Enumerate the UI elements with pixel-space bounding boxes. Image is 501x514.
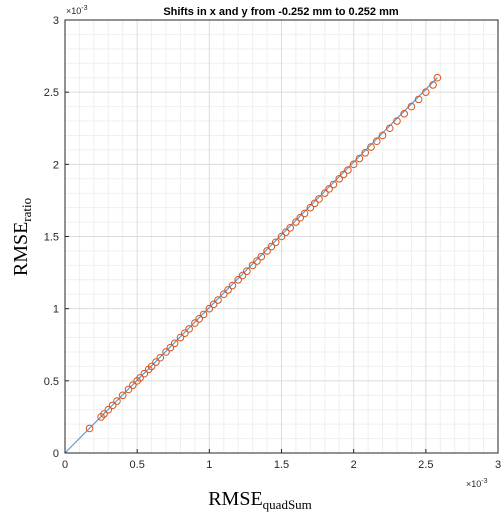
data-point [136, 374, 144, 382]
data-point [147, 362, 156, 371]
data-point [104, 405, 113, 414]
x-tick-label: 2.5 [418, 459, 433, 471]
x-tick-label: 3 [495, 459, 501, 471]
data-point [282, 228, 290, 236]
data-point [422, 88, 430, 96]
data-point [292, 218, 300, 226]
data-point [129, 381, 137, 389]
x-tick-label: 0 [62, 459, 68, 471]
data-point [209, 300, 218, 309]
data-point [263, 247, 271, 255]
x-tick-label: 1.5 [274, 459, 289, 471]
data-point [191, 319, 199, 327]
reference-line [64, 77, 438, 454]
y-exponent-label: ×10-3 [66, 5, 88, 16]
data-point [372, 137, 381, 146]
data-point [329, 180, 338, 189]
data-point [166, 343, 175, 352]
data-point [243, 267, 251, 275]
data-point [180, 329, 189, 338]
data-point [108, 401, 117, 410]
x-tick-label: 2 [351, 459, 357, 471]
y-tick-label: 1.5 [44, 232, 59, 244]
data-point [339, 170, 348, 179]
data-point [271, 238, 280, 247]
y-axis-ticks: 0 0.5 1 1.5 2 2.5 3 [44, 15, 69, 460]
x-exponent-label: ×10-3 [466, 478, 488, 489]
data-point [195, 314, 204, 323]
chart-title: Shifts in x and y from -0.252 mm to 0.25… [163, 6, 399, 18]
data-point [152, 358, 160, 366]
data-point [176, 333, 185, 342]
x-axis-ticks: 0 0.5 1 1.5 2 2.5 3 [62, 449, 501, 471]
data-point [140, 369, 149, 378]
data-point [124, 385, 133, 394]
data-point [219, 290, 228, 299]
data-point [349, 160, 358, 169]
y-tick-label: 3 [53, 15, 59, 27]
data-point [414, 95, 423, 104]
data-point [385, 124, 394, 133]
y-tick-label: 1 [53, 304, 59, 316]
data-point [214, 296, 222, 304]
data-point [306, 203, 315, 212]
data-point [355, 154, 364, 163]
data-point [429, 81, 437, 89]
major-grid [64, 19, 499, 454]
x-tick-label: 1 [206, 459, 212, 471]
data-point [257, 252, 266, 261]
data-point [277, 232, 286, 241]
data-point [267, 242, 276, 251]
data-point [234, 276, 242, 284]
data-point [393, 117, 401, 125]
data-point [378, 131, 387, 140]
data-point [85, 424, 94, 433]
data-point [335, 174, 344, 183]
data-point [224, 286, 232, 294]
y-tick-label: 2.5 [44, 87, 59, 99]
data-point [238, 271, 247, 280]
data-point [185, 325, 193, 333]
data-point [228, 281, 237, 290]
x-tick-label: 0.5 [130, 459, 145, 471]
data-point [400, 110, 408, 118]
y-axis-label: RMSEratio [10, 198, 34, 276]
data-point [367, 143, 375, 151]
data-point [248, 261, 257, 270]
data-point [344, 166, 352, 174]
data-point [156, 353, 165, 362]
data-point [170, 339, 179, 348]
data-point [296, 213, 305, 222]
data-point [205, 304, 214, 313]
data-point [199, 310, 208, 319]
data-point [118, 391, 127, 400]
data-point [162, 348, 170, 356]
data-point [286, 224, 294, 232]
data-point [100, 410, 108, 418]
data-points [85, 73, 442, 433]
data-point [253, 257, 261, 265]
y-tick-label: 0.5 [44, 376, 59, 388]
data-point [310, 199, 319, 208]
data-point [433, 73, 442, 82]
data-point [407, 102, 416, 111]
data-point [321, 189, 329, 197]
y-tick-label: 0 [53, 448, 59, 460]
data-point [315, 195, 323, 203]
y-tick-label: 2 [53, 159, 59, 171]
x-axis-label: RMSEquadSum [208, 488, 312, 512]
data-point [325, 185, 333, 193]
data-point [361, 148, 370, 157]
data-point [113, 397, 121, 405]
data-point [300, 209, 309, 218]
